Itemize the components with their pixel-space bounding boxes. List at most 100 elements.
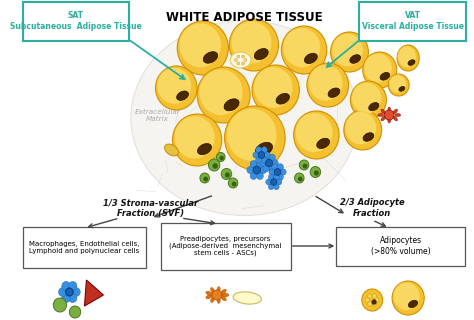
Text: Adipocytes
(>80% volume): Adipocytes (>80% volume) (371, 236, 430, 256)
Circle shape (226, 173, 229, 177)
Circle shape (299, 160, 309, 170)
Circle shape (303, 164, 307, 168)
Circle shape (263, 154, 269, 161)
Ellipse shape (173, 114, 222, 166)
Circle shape (368, 294, 372, 298)
Circle shape (268, 184, 274, 190)
Circle shape (265, 159, 273, 167)
Circle shape (232, 182, 236, 186)
Circle shape (256, 172, 264, 180)
Circle shape (253, 152, 259, 158)
Circle shape (260, 166, 266, 173)
Ellipse shape (317, 138, 329, 148)
Circle shape (72, 287, 80, 297)
Circle shape (260, 160, 266, 166)
Ellipse shape (255, 142, 273, 156)
Circle shape (68, 281, 77, 291)
Circle shape (247, 166, 254, 173)
Ellipse shape (221, 289, 226, 294)
Circle shape (212, 290, 222, 300)
Ellipse shape (199, 69, 243, 115)
Ellipse shape (227, 108, 277, 161)
Ellipse shape (221, 296, 226, 301)
Circle shape (365, 298, 370, 302)
Ellipse shape (294, 111, 339, 159)
Circle shape (237, 62, 240, 65)
Ellipse shape (309, 65, 343, 101)
Ellipse shape (352, 83, 382, 114)
Ellipse shape (164, 144, 179, 156)
Circle shape (255, 157, 262, 163)
Circle shape (220, 156, 223, 160)
Circle shape (204, 177, 207, 181)
Ellipse shape (395, 114, 401, 116)
Circle shape (268, 174, 274, 180)
Ellipse shape (179, 23, 221, 68)
Circle shape (69, 306, 81, 318)
Text: Preadipocytes, precursors
(Adipose-derived  mesenchymal
stem cells - ASCs): Preadipocytes, precursors (Adipose-deriv… (169, 236, 282, 257)
Ellipse shape (282, 26, 327, 74)
Circle shape (58, 287, 67, 297)
Circle shape (263, 165, 269, 172)
Circle shape (255, 147, 262, 153)
Circle shape (256, 161, 264, 168)
Circle shape (372, 300, 376, 304)
Ellipse shape (210, 296, 215, 302)
Ellipse shape (350, 55, 361, 63)
Circle shape (362, 289, 383, 311)
Circle shape (235, 59, 237, 61)
Ellipse shape (155, 66, 197, 110)
Circle shape (276, 179, 282, 185)
Ellipse shape (307, 63, 348, 107)
Circle shape (272, 174, 278, 180)
Ellipse shape (330, 32, 368, 72)
Ellipse shape (408, 60, 415, 65)
Ellipse shape (388, 117, 391, 123)
Ellipse shape (345, 111, 376, 145)
Ellipse shape (206, 291, 212, 295)
Circle shape (310, 166, 320, 178)
Circle shape (277, 174, 283, 180)
Text: SAT
Subcutaneous  Adipose Tissue: SAT Subcutaneous Adipose Tissue (10, 11, 142, 31)
Ellipse shape (203, 52, 218, 63)
Ellipse shape (381, 116, 385, 121)
Circle shape (375, 298, 379, 302)
Circle shape (384, 110, 394, 120)
Circle shape (299, 177, 302, 181)
Ellipse shape (399, 86, 405, 91)
Ellipse shape (206, 295, 212, 299)
Circle shape (368, 302, 372, 306)
Circle shape (62, 293, 70, 303)
Circle shape (269, 169, 275, 175)
Ellipse shape (177, 91, 189, 100)
Text: Macrophages, Endothelial cells,
Lymphoid and polynuclear cells: Macrophages, Endothelial cells, Lymphoid… (29, 241, 140, 253)
FancyBboxPatch shape (161, 222, 292, 269)
Ellipse shape (350, 81, 386, 119)
Ellipse shape (225, 106, 285, 170)
Circle shape (274, 169, 281, 175)
Circle shape (209, 159, 220, 171)
FancyBboxPatch shape (23, 2, 129, 41)
Ellipse shape (363, 133, 374, 141)
Ellipse shape (283, 28, 320, 68)
Ellipse shape (392, 281, 424, 315)
Ellipse shape (378, 114, 383, 116)
Text: 2/3 Adipocyte
Fraction: 2/3 Adipocyte Fraction (340, 198, 404, 218)
Circle shape (237, 55, 240, 58)
Ellipse shape (224, 99, 239, 111)
Circle shape (264, 152, 270, 158)
Ellipse shape (328, 88, 340, 97)
Ellipse shape (177, 21, 228, 75)
Text: Extracellular
Matrix: Extracellular Matrix (135, 108, 180, 122)
Circle shape (272, 164, 278, 170)
Circle shape (68, 293, 77, 303)
Circle shape (53, 298, 66, 312)
Ellipse shape (304, 53, 317, 64)
Circle shape (221, 169, 232, 180)
FancyBboxPatch shape (23, 227, 146, 268)
FancyBboxPatch shape (336, 227, 465, 266)
Ellipse shape (229, 19, 279, 71)
Ellipse shape (217, 296, 220, 303)
Circle shape (277, 164, 283, 170)
Circle shape (273, 174, 279, 180)
